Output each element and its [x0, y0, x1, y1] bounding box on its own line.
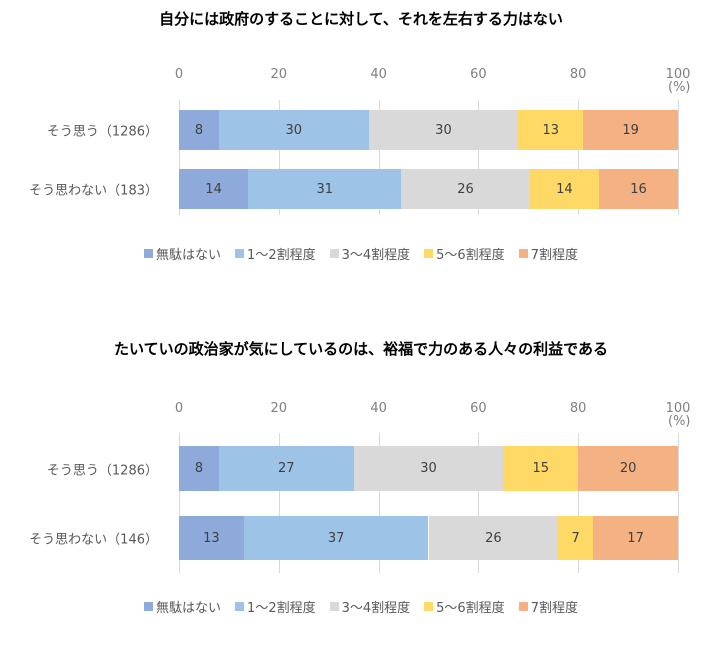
legend-label: 1～2割程度: [247, 601, 316, 616]
bar-segment: 8: [179, 446, 219, 491]
legend-swatch-icon: [235, 602, 245, 611]
legend: 無駄はない 1～2割程度 3～4割程度 5～6割程度 7割程度: [0, 597, 722, 616]
bar-segment: 27: [218, 446, 354, 491]
bar-segment: 26: [428, 516, 559, 560]
legend-swatch-icon: [424, 602, 434, 611]
legend-item: 5～6割程度: [424, 244, 505, 263]
x-tick-label: 100: [665, 67, 691, 82]
bar-segment: 30: [218, 110, 369, 150]
x-tick-label: 80: [569, 67, 587, 82]
bar-segment: 13: [518, 110, 584, 150]
x-tick-label: 40: [370, 401, 387, 416]
bar-segment: 17: [593, 516, 678, 560]
x-tick-label: 60: [470, 67, 487, 82]
x-tick-label: 80: [569, 401, 587, 416]
legend-label: 1～2割程度: [247, 248, 316, 263]
legend-swatch-icon: [144, 602, 154, 611]
bar-segment: 7: [558, 516, 594, 560]
x-tick-label: 20: [270, 401, 288, 416]
gridline: [378, 100, 380, 215]
legend-item: 無駄はない: [144, 597, 221, 616]
legend-item: 無駄はない: [144, 244, 221, 263]
legend-item: 7割程度: [518, 244, 578, 263]
gridline: [678, 100, 679, 215]
legend-label: 3～4割程度: [341, 248, 411, 263]
bar-segment: 14: [529, 169, 599, 209]
legend-item: 7割程度: [518, 597, 578, 616]
bar-segment: 31: [248, 169, 402, 209]
x-tick-label: 40: [370, 67, 387, 82]
x-tick-label: 20: [270, 67, 288, 82]
bar-segment: 13: [179, 516, 244, 560]
bar-segment: 8: [179, 110, 219, 150]
legend-item: 5～6割程度: [424, 597, 505, 616]
legend-label: 7割程度: [530, 601, 578, 616]
bar-segment: 37: [243, 516, 429, 560]
legend-label: 5～6割程度: [436, 248, 505, 263]
category-label: そう思わない（183）: [29, 183, 158, 199]
x-tick-label: 0: [174, 67, 184, 82]
gridline: [378, 433, 380, 573]
gridline: [678, 433, 679, 573]
chart-1: 自分には政府のすることに対して、それを左右する力はない 0 20 40 60 80 100(…: [0, 0, 722, 290]
gridline: [278, 100, 280, 215]
legend-label: 7割程度: [530, 248, 578, 263]
gridline: [179, 100, 180, 215]
legend-swatch-icon: [235, 249, 245, 258]
legend-label: 無駄はない: [156, 248, 222, 263]
gridline: [478, 100, 480, 215]
legend-item: 1～2割程度: [235, 244, 316, 263]
chart-title: たいていの政治家が気にしているのは、裕福で力のある人々の利益である: [114, 340, 608, 358]
bar-segment: 26: [401, 169, 530, 209]
gridline: [278, 433, 280, 573]
bar-segment: 16: [598, 169, 678, 209]
x-axis-unit: (%): [668, 80, 691, 95]
bar-segment: 20: [578, 446, 678, 491]
gridline: [578, 433, 580, 573]
legend-item: 3～4割程度: [329, 244, 411, 263]
legend-swatch-icon: [329, 602, 339, 611]
x-tick-label: 60: [470, 401, 487, 416]
legend: 無駄はない 1～2割程度 3～4割程度 5～6割程度 7割程度: [0, 244, 722, 263]
legend-label: 5～6割程度: [436, 601, 505, 616]
legend-label: 無駄はない: [156, 601, 222, 616]
gridline: [478, 433, 480, 573]
bar-segment: 19: [583, 110, 678, 150]
bar-segment: 15: [503, 446, 579, 491]
legend-swatch-icon: [518, 249, 528, 258]
x-axis-unit: (%): [668, 414, 691, 429]
legend-swatch-icon: [518, 602, 528, 611]
chart-title: 自分には政府のすることに対して、それを左右する力はない: [159, 10, 563, 28]
x-tick-label: 0: [174, 401, 184, 416]
legend-label: 3～4割程度: [341, 601, 411, 616]
legend-swatch-icon: [329, 249, 339, 258]
bar-segment: 14: [179, 169, 249, 209]
gridline: [179, 433, 180, 573]
category-label: そう思わない（146）: [29, 532, 158, 548]
legend-swatch-icon: [144, 249, 154, 258]
category-label: そう思う（1286）: [46, 124, 158, 140]
legend-swatch-icon: [424, 249, 434, 258]
x-tick-label: 100: [665, 401, 691, 416]
bar-segment: 30: [353, 446, 504, 491]
gridline: [578, 100, 580, 215]
legend-item: 1～2割程度: [235, 597, 316, 616]
bar-segment: 30: [368, 110, 519, 150]
legend-item: 3～4割程度: [329, 597, 411, 616]
category-label: そう思う（1286）: [46, 463, 158, 478]
